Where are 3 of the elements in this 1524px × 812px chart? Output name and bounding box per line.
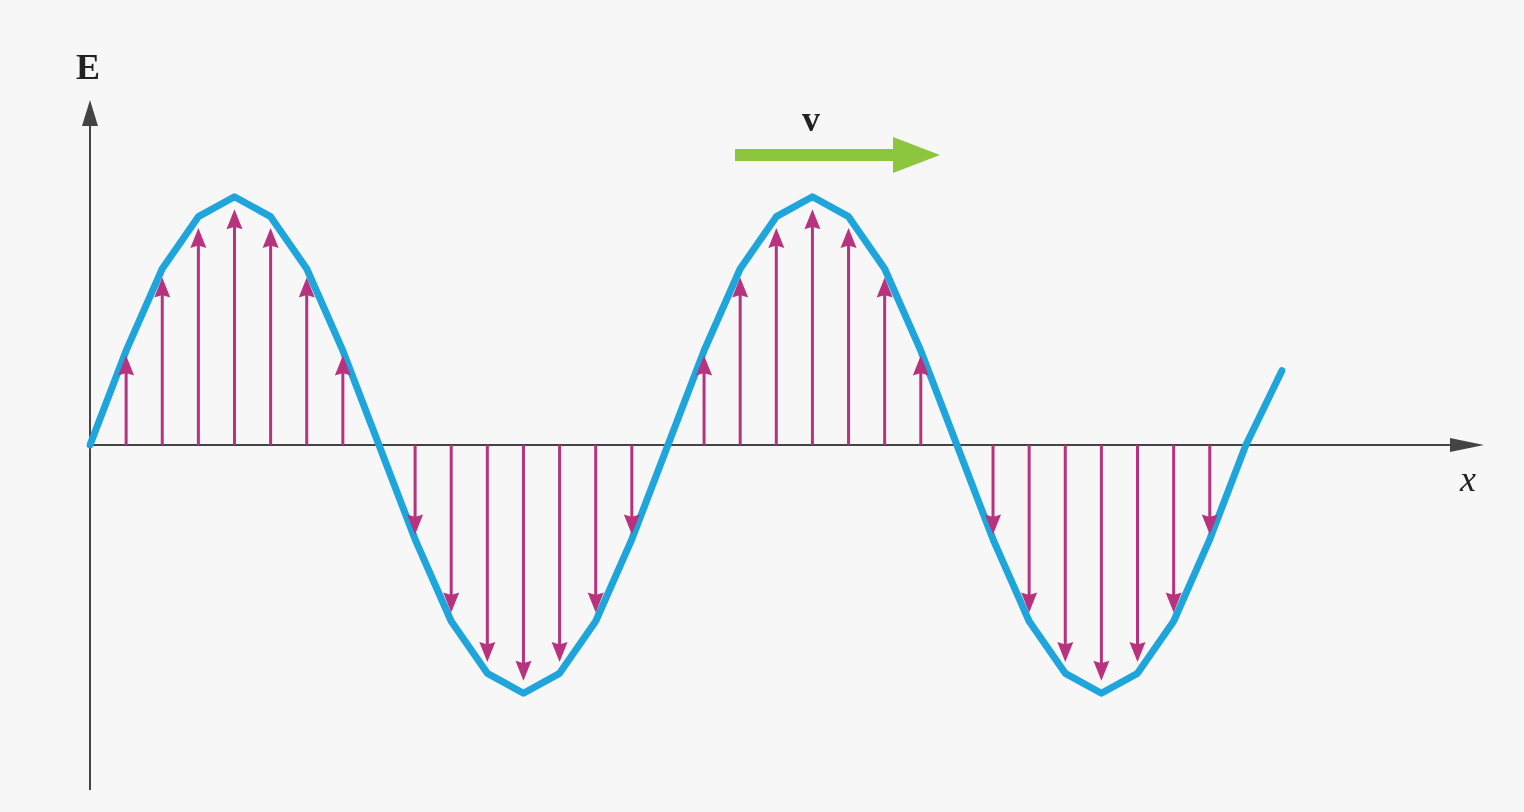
x-axis-title: x — [1460, 458, 1476, 500]
y-axis-title: E — [76, 46, 101, 88]
text: v — [802, 98, 820, 140]
